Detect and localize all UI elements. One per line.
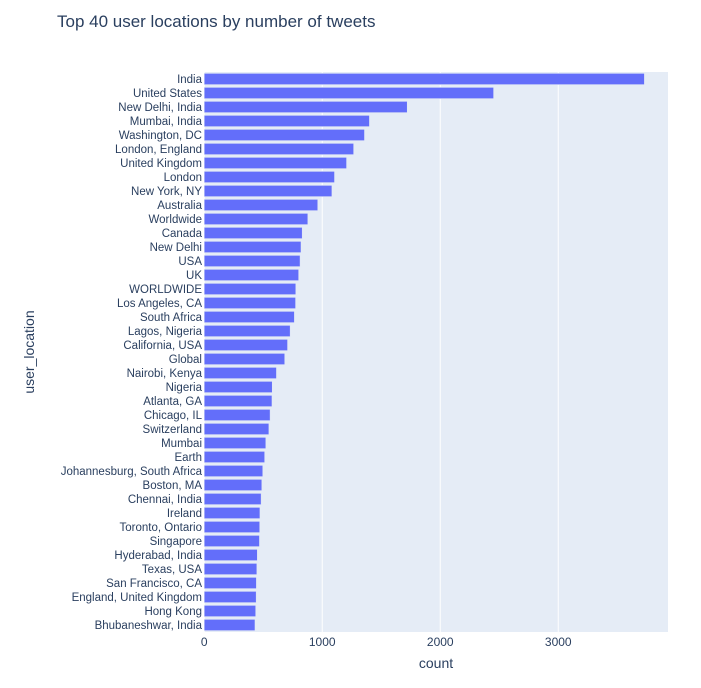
x-axis-title: count: [419, 655, 453, 671]
bar: [203, 437, 267, 449]
y-tick-label: San Francisco, CA: [106, 578, 202, 590]
y-tick-label: WORLDWIDE: [129, 284, 202, 296]
bar: [203, 241, 302, 253]
y-tick-label: Boston, MA: [143, 480, 203, 492]
bar: [203, 563, 258, 575]
y-axis-title: user_location: [21, 310, 37, 393]
y-tick-label: Nigeria: [166, 382, 203, 394]
y-tick-label: Hyderabad, India: [114, 550, 202, 562]
x-tick-label: 1000: [309, 635, 336, 649]
y-tick-label: Lagos, Nigeria: [128, 326, 203, 338]
bar: [203, 451, 265, 463]
bar: [203, 101, 408, 113]
y-tick-label: Chicago, IL: [144, 410, 203, 422]
bar: [203, 367, 277, 379]
y-tick-label: Mumbai, India: [130, 116, 203, 128]
y-tick-label: United States: [133, 88, 202, 100]
x-tick-label: 3000: [545, 635, 572, 649]
x-tick-label: 2000: [427, 635, 454, 649]
y-tick-label: New York, NY: [131, 186, 202, 198]
y-tick-label: Texas, USA: [142, 564, 202, 576]
bar: [203, 73, 645, 85]
bar: [203, 297, 296, 309]
y-tick-label: USA: [178, 256, 202, 268]
y-tick-label: New Delhi: [150, 242, 202, 254]
y-tick-label: Toronto, Ontario: [120, 522, 202, 534]
bar: [203, 577, 257, 589]
y-tick-label: UK: [186, 270, 202, 282]
bar: [203, 213, 309, 225]
bar: [203, 479, 263, 491]
y-tick-label: London, England: [115, 144, 202, 156]
y-tick-label: Singapore: [150, 536, 202, 548]
bar: [203, 423, 270, 435]
y-tick-label: London: [164, 172, 202, 184]
y-tick-label: England, United Kingdom: [72, 592, 202, 604]
y-tick-label: Hong Kong: [144, 606, 202, 618]
bar: [203, 619, 256, 631]
bar: [203, 591, 257, 603]
y-tick-label: Switzerland: [143, 424, 202, 436]
bar: [203, 283, 297, 295]
y-tick-label: Chennai, India: [128, 494, 203, 506]
bar: [203, 549, 258, 561]
y-tick-label: Earth: [175, 452, 203, 464]
y-tick-label: Worldwide: [149, 214, 202, 226]
y-tick-label: Ireland: [167, 508, 202, 520]
y-tick-label: Johannesburg, South Africa: [61, 466, 203, 478]
plot-area: [204, 72, 668, 632]
y-tick-label: Atlanta, GA: [143, 396, 202, 408]
bar: [203, 339, 288, 351]
bar: [203, 409, 271, 421]
bar: [203, 227, 303, 239]
y-tick-label: New Delhi, India: [118, 102, 202, 114]
bar: [203, 395, 273, 407]
y-tick-label: Nairobi, Kenya: [127, 368, 203, 380]
bar: [203, 269, 299, 281]
bar: [203, 465, 264, 477]
y-tick-label: Canada: [162, 228, 203, 240]
y-tick-labels: India United States New Delhi, India Mumbai…: [61, 74, 203, 632]
y-tick-label: Australia: [157, 200, 202, 212]
y-tick-label: Mumbai: [161, 438, 202, 450]
bar: [203, 143, 354, 155]
bar: [203, 605, 256, 617]
bar: [203, 493, 262, 505]
bar: [203, 507, 261, 519]
y-tick-label: Washington, DC: [119, 130, 202, 142]
bar: [203, 115, 370, 127]
bar: [203, 353, 285, 365]
bar: [203, 255, 301, 267]
bar: [203, 325, 291, 337]
x-tick-labels: 0 1000 2000 3000: [201, 635, 572, 649]
y-tick-label: Los Angeles, CA: [117, 298, 202, 310]
y-tick-label: United Kingdom: [120, 158, 202, 170]
bar: [203, 311, 295, 323]
bar: [203, 87, 494, 99]
bar: [203, 185, 333, 197]
y-tick-label: California, USA: [123, 340, 202, 352]
y-tick-label: South Africa: [140, 312, 203, 324]
x-tick-label: 0: [201, 635, 208, 649]
chart-title: Top 40 user locations by number of tweet…: [57, 12, 376, 31]
bar: [203, 157, 347, 169]
y-tick-label: India: [177, 74, 203, 86]
y-tick-label: Global: [169, 354, 202, 366]
bars: [203, 73, 645, 631]
bar: [203, 171, 335, 183]
bar: [203, 535, 260, 547]
bar: [203, 381, 273, 393]
bar: [203, 521, 260, 533]
bar: [203, 129, 365, 141]
y-tick-label: Bhubaneshwar, India: [95, 620, 203, 632]
bar: [203, 199, 319, 211]
